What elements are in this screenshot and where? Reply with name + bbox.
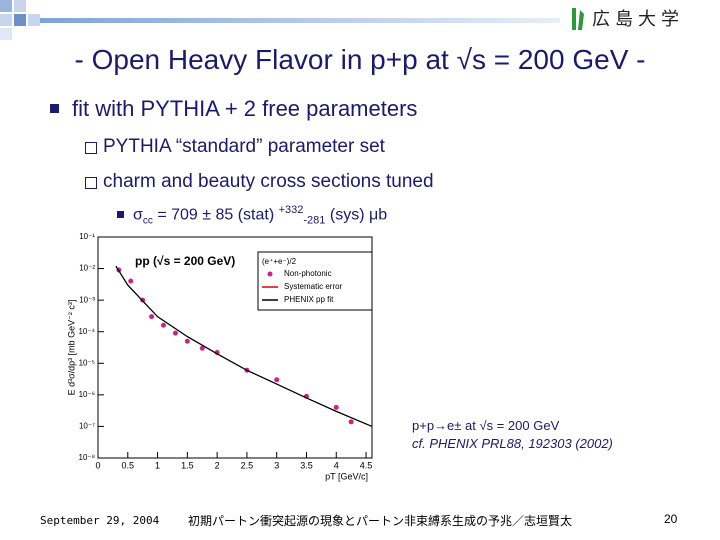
legend-marker: [267, 271, 273, 277]
y-axis-title: E d³σ/dp³ [mb GeV⁻² c³]: [66, 300, 76, 396]
bullet: [117, 211, 124, 218]
x-tick-label: 1.5: [181, 460, 194, 470]
x-tick-label: 0.5: [122, 460, 135, 470]
deco: [14, 0, 26, 12]
logo: 広 島 大 学: [592, 9, 679, 29]
data-point: [348, 419, 354, 425]
deco: [0, 28, 12, 40]
x-tick-label: 2.5: [241, 460, 254, 470]
result-main: = 709 ± 85 (stat): [152, 206, 279, 224]
data-point: [184, 338, 190, 344]
y-tick-label: 10⁻⁷: [79, 422, 95, 431]
data-point: [333, 404, 339, 410]
result-symbol: σ: [133, 206, 143, 224]
data-point: [161, 322, 167, 328]
result-sub2: -281: [303, 214, 326, 227]
sub-bullet-text: charm and beauty cross sections tuned: [103, 171, 434, 192]
legend-label: Non-photonic: [284, 269, 332, 278]
sub-bullet: [85, 177, 97, 189]
top-bar: [40, 18, 560, 23]
fit-line: [115, 265, 373, 428]
x-tick-label: 4.5: [360, 460, 373, 470]
x-tick-label: 2: [215, 460, 220, 470]
x-tick-label: 1: [155, 460, 160, 470]
annotation: cf. PHENIX PRL88, 192303 (2002): [412, 436, 613, 451]
y-tick-label: 10⁻⁸: [79, 453, 96, 462]
x-tick-label: 4: [334, 460, 339, 470]
legend-label: Systematic error: [284, 282, 343, 291]
result: σcc = 709 ± 85 (stat) +332-281 (sys) μb: [133, 204, 387, 227]
logo-mark: [572, 8, 584, 30]
bullet-text: fit with PYTHIA + 2 free parameters: [72, 96, 418, 121]
plot: 10⁻⁸ 10⁻⁷ 10⁻⁶ 10⁻⁵ 10⁻⁴ 10⁻³ 10⁻² 10⁻¹ 0 0.5 1 1.5…: [66, 232, 373, 481]
footer-date: September 29, 2004: [40, 514, 160, 527]
deco: [0, 0, 12, 12]
x-tick-label: 3: [274, 460, 279, 470]
title: - Open Heavy Flavor in p+p at √s = 200 G…: [74, 44, 646, 75]
deco: [0, 14, 12, 26]
x-tick-label: 0: [95, 460, 100, 470]
y-tick-label: 10⁻³: [79, 295, 95, 304]
y-tick-label: 10⁻⁶: [79, 390, 95, 399]
data-point: [172, 330, 178, 336]
deco: [14, 14, 26, 26]
data-point: [149, 314, 155, 320]
legend-label: PHENIX pp fit: [284, 295, 334, 304]
data-point: [199, 345, 205, 351]
x-tick-label: 3.5: [300, 460, 313, 470]
deco: [28, 14, 40, 26]
data-point: [274, 377, 280, 383]
footer-subtitle: 初期パートン衝突起源の現象とパートン非束縛系生成の予兆／志垣賢太: [188, 514, 573, 528]
sub-bullet: [85, 142, 97, 154]
result-sub: cc: [142, 215, 153, 227]
y-tick-label: 10⁻²: [79, 264, 95, 273]
legend-title: (e⁺+e⁻)/2: [262, 257, 297, 266]
chart-title: pp (√s = 200 GeV): [135, 254, 235, 268]
result-sup: +332: [278, 204, 304, 216]
y-tick-label: 10⁻⁵: [79, 358, 95, 367]
result-tail: (sys) μb: [325, 206, 388, 224]
y-tick-label: 10⁻⁴: [78, 327, 95, 336]
plot-frame: [97, 236, 373, 459]
data-point: [128, 278, 134, 284]
x-axis-title: pT [GeV/c]: [325, 471, 368, 481]
footer-page: 20: [664, 512, 678, 526]
bullet: [50, 104, 59, 113]
annotation: p+p→e± at √s = 200 GeV: [412, 418, 560, 433]
y-tick-label: 10⁻¹: [79, 232, 95, 241]
sub-bullet-text: PYTHIA “standard” parameter set: [103, 136, 385, 157]
